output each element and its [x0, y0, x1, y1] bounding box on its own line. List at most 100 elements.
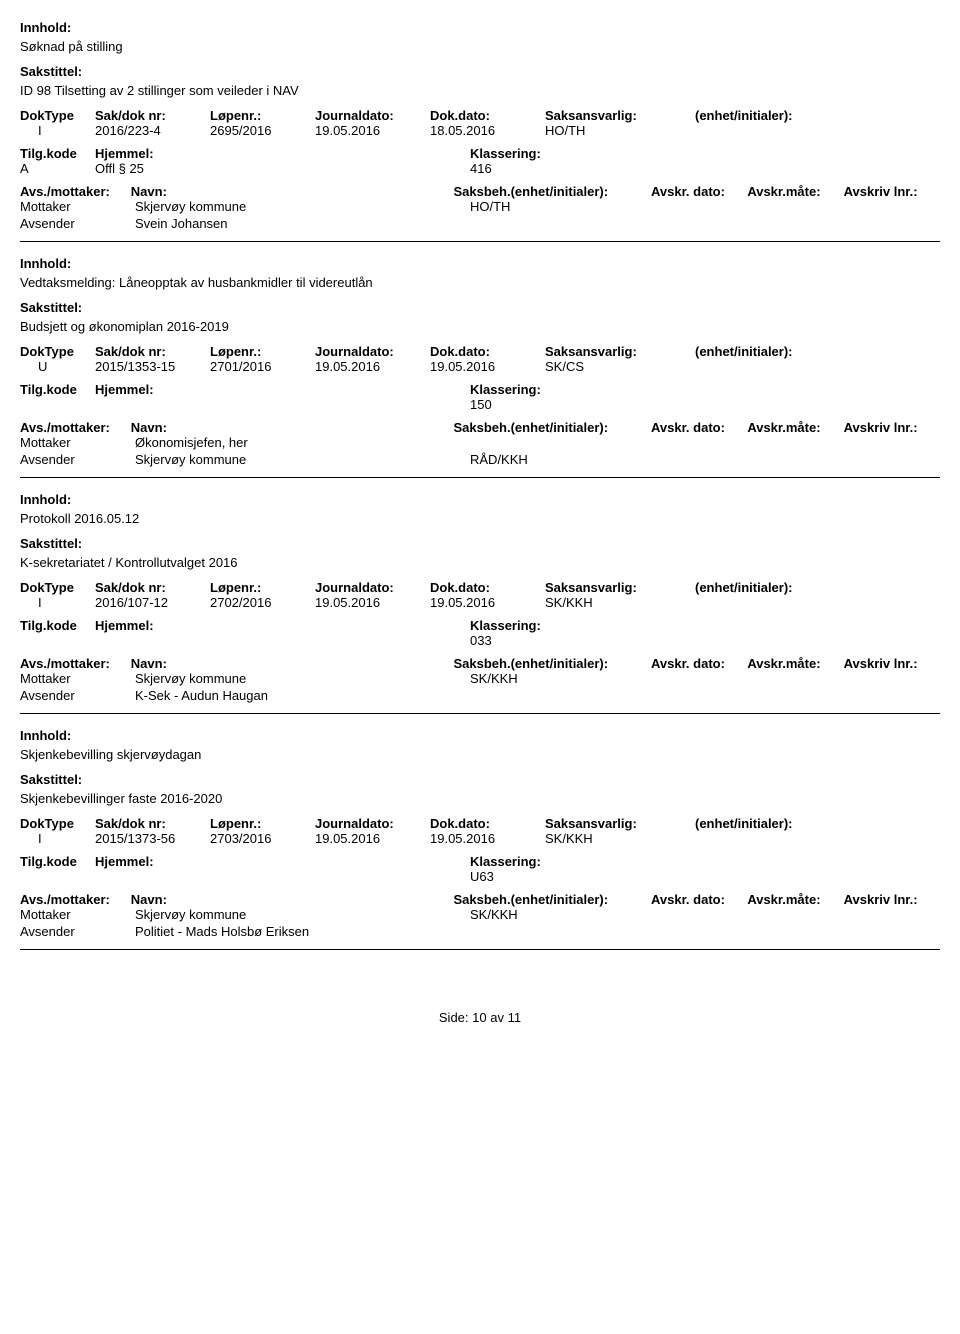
jdato-value: 19.05.2016	[315, 595, 430, 610]
jdato-value: 19.05.2016	[315, 359, 430, 374]
avskrdato-label: Avskr. dato:	[651, 420, 747, 435]
party-name: Skjervøy kommune	[135, 452, 470, 467]
avskrlnr-label: Avskriv lnr.:	[844, 656, 940, 671]
main-data-row: U 2015/1353-15 2701/2016 19.05.2016 19.0…	[20, 359, 940, 374]
sakstittel-label: Sakstittel:	[20, 300, 940, 315]
party-avskr-mate	[775, 199, 875, 214]
party-avskr-mate	[775, 216, 875, 231]
sakstittel-label: Sakstittel:	[20, 772, 940, 787]
sakdok-value: 2016/223-4	[95, 123, 210, 138]
sakstittel-text: Budsjett og økonomiplan 2016-2019	[20, 319, 940, 334]
saksbeh-label: Saksbeh.(enhet/initialer):	[454, 184, 651, 199]
avskrlnr-label: Avskriv lnr.:	[844, 420, 940, 435]
navn-label: Navn:	[131, 420, 454, 435]
lopen-value: 2703/2016	[210, 831, 315, 846]
main-header-row: DokType Sak/dok nr: Løpenr.: Journaldato…	[20, 580, 940, 595]
innhold-text: Protokoll 2016.05.12	[20, 511, 940, 526]
saksans-label: Saksansvarlig:	[545, 580, 695, 595]
doktype-label: DokType	[20, 816, 95, 831]
party-row: Avsender Svein Johansen	[20, 216, 940, 231]
klass-label: Klassering:	[470, 146, 670, 161]
main-data-row: I 2015/1373-56 2703/2016 19.05.2016 19.0…	[20, 831, 940, 846]
tilg-data-row: 033	[20, 633, 940, 648]
sakstittel-text: Skjenkebevillinger faste 2016-2020	[20, 791, 940, 806]
saksans-value: SK/CS	[545, 359, 695, 374]
party-role: Avsender	[20, 688, 135, 703]
party-role: Mottaker	[20, 435, 135, 450]
party-saksbeh	[470, 688, 675, 703]
party-name: Skjervøy kommune	[135, 199, 470, 214]
party-role: Avsender	[20, 452, 135, 467]
party-saksbeh	[470, 924, 675, 939]
hjemmel-label: Hjemmel:	[95, 854, 470, 869]
ddato-value: 19.05.2016	[430, 595, 545, 610]
avsmottaker-label: Avs./mottaker:	[20, 656, 131, 671]
lopen-value: 2695/2016	[210, 123, 315, 138]
party-avskr-dato	[675, 199, 775, 214]
navn-label: Navn:	[131, 892, 454, 907]
tilgkode-label: Tilg.kode	[20, 382, 95, 397]
lopen-value: 2702/2016	[210, 595, 315, 610]
sakdok-label: Sak/dok nr:	[95, 580, 210, 595]
enhet-label: (enhet/initialer):	[695, 108, 835, 123]
sakdok-value: 2015/1353-15	[95, 359, 210, 374]
innhold-text: Søknad på stilling	[20, 39, 940, 54]
party-saksbeh: HO/TH	[470, 199, 675, 214]
avsmottaker-label: Avs./mottaker:	[20, 892, 131, 907]
party-saksbeh	[470, 435, 675, 450]
klass-label: Klassering:	[470, 618, 670, 633]
party-avskr-mate	[775, 671, 875, 686]
klass-value: 416	[470, 161, 670, 176]
enhet-label: (enhet/initialer):	[695, 344, 835, 359]
saksbeh-label: Saksbeh.(enhet/initialer):	[454, 656, 651, 671]
saksans-label: Saksansvarlig:	[545, 816, 695, 831]
avskrdato-label: Avskr. dato:	[651, 656, 747, 671]
party-header-row: Avs./mottaker: Navn: Saksbeh.(enhet/init…	[20, 420, 940, 435]
hjemmel-label: Hjemmel:	[95, 146, 470, 161]
jdato-value: 19.05.2016	[315, 831, 430, 846]
tilg-value: A	[20, 161, 95, 176]
tilg-header-row: Tilg.kode Hjemmel: Klassering:	[20, 854, 940, 869]
doktype-value: U	[20, 359, 95, 374]
doktype-label: DokType	[20, 108, 95, 123]
lopen-label: Løpenr.:	[210, 108, 315, 123]
tilg-value	[20, 869, 95, 884]
party-saksbeh: SK/KKH	[470, 671, 675, 686]
hjemmel-label: Hjemmel:	[95, 382, 470, 397]
party-name: Politiet - Mads Holsbø Eriksen	[135, 924, 470, 939]
party-avskr-dato	[675, 452, 775, 467]
party-row: Mottaker Økonomisjefen, her	[20, 435, 940, 450]
record-divider	[20, 241, 940, 242]
party-role: Avsender	[20, 216, 135, 231]
klass-value: 033	[470, 633, 670, 648]
enhet-label: (enhet/initialer):	[695, 580, 835, 595]
party-avskr-mate	[775, 924, 875, 939]
tilg-header-row: Tilg.kode Hjemmel: Klassering:	[20, 382, 940, 397]
hjemmel-value: Offl § 25	[95, 161, 470, 176]
party-row: Mottaker Skjervøy kommune SK/KKH	[20, 907, 940, 922]
saksbeh-label: Saksbeh.(enhet/initialer):	[454, 420, 651, 435]
enhet-value	[695, 831, 835, 846]
party-avskr-dato	[675, 924, 775, 939]
tilg-data-row: A Offl § 25 416	[20, 161, 940, 176]
saksans-label: Saksansvarlig:	[545, 344, 695, 359]
innhold-label: Innhold:	[20, 20, 940, 35]
jdato-label: Journaldato:	[315, 344, 430, 359]
sakstittel-text: K-sekretariatet / Kontrollutvalget 2016	[20, 555, 940, 570]
saksans-value: HO/TH	[545, 123, 695, 138]
tilgkode-label: Tilg.kode	[20, 618, 95, 633]
party-role: Mottaker	[20, 199, 135, 214]
ddato-label: Dok.dato:	[430, 816, 545, 831]
party-header-row: Avs./mottaker: Navn: Saksbeh.(enhet/init…	[20, 892, 940, 907]
party-avskr-mate	[775, 435, 875, 450]
klass-value: U63	[470, 869, 670, 884]
klass-value: 150	[470, 397, 670, 412]
innhold-text: Skjenkebevilling skjervøydagan	[20, 747, 940, 762]
sakdok-value: 2016/107-12	[95, 595, 210, 610]
tilg-header-row: Tilg.kode Hjemmel: Klassering:	[20, 618, 940, 633]
ddato-value: 19.05.2016	[430, 359, 545, 374]
enhet-value	[695, 359, 835, 374]
saksans-value: SK/KKH	[545, 831, 695, 846]
innhold-label: Innhold:	[20, 256, 940, 271]
jdato-label: Journaldato:	[315, 816, 430, 831]
